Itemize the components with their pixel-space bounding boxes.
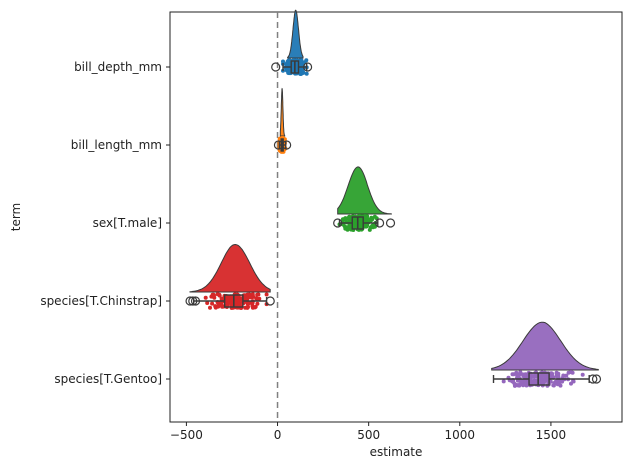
data-point (580, 372, 585, 377)
data-point (523, 372, 528, 377)
y-axis-label: term (9, 203, 23, 232)
x-tick-label: 1000 (445, 428, 476, 442)
data-point (569, 381, 573, 386)
data-point (501, 379, 506, 384)
density-cloud (337, 166, 392, 215)
data-point (521, 383, 526, 388)
outlier-point (271, 62, 281, 72)
data-point (345, 225, 350, 230)
density-cloud (279, 87, 286, 137)
data-point (524, 380, 529, 385)
data-point (512, 383, 517, 388)
term-group (273, 87, 292, 154)
data-point (516, 374, 521, 379)
data-point (372, 214, 377, 219)
data-point (564, 373, 569, 378)
data-point (247, 292, 252, 297)
data-point (511, 372, 516, 377)
data-point (255, 301, 260, 306)
x-tick-label: 500 (357, 428, 380, 442)
iqr-box (528, 372, 550, 386)
data-point (208, 305, 212, 310)
data-point (517, 383, 522, 388)
data-point (215, 292, 220, 297)
x-tick-label: 1500 (536, 428, 567, 442)
term-group (271, 9, 313, 76)
data-point (511, 380, 516, 384)
data-point (367, 227, 372, 232)
data-point (286, 69, 291, 74)
data-point (346, 215, 351, 220)
data-point (244, 294, 249, 298)
plot-frame (169, 11, 623, 423)
data-point (558, 383, 563, 388)
outlier-point (265, 296, 275, 306)
chart-marks (185, 9, 602, 388)
outlier-point (185, 296, 195, 306)
term-group (491, 321, 602, 388)
outlier-point (282, 140, 292, 150)
y-tick-label: species[T.Gentoo] (54, 372, 162, 386)
y-axis-ticks: bill_depth_mm bill_length_mm sex[T.male] sp… (40, 60, 170, 386)
data-point (203, 295, 208, 300)
x-axis-label: estimate (370, 445, 423, 459)
y-tick-label: species[T.Chinstrap] (40, 294, 162, 308)
data-point (304, 58, 309, 63)
data-point (213, 304, 218, 309)
outlier-point (303, 62, 313, 72)
outlier-point (190, 296, 201, 306)
outlier-point (333, 218, 343, 228)
data-point (571, 378, 576, 383)
density-cloud (189, 243, 271, 293)
outlier-point (591, 374, 602, 384)
data-point (210, 301, 215, 306)
data-point (370, 224, 375, 228)
data-point (264, 292, 269, 297)
term-group (185, 243, 275, 310)
outlier-point (188, 296, 198, 306)
data-point (556, 371, 561, 376)
y-tick-label: sex[T.male] (93, 216, 162, 230)
x-tick-label: −500 (170, 428, 203, 442)
data-point (365, 218, 370, 223)
data-point (570, 370, 575, 375)
data-point (256, 292, 261, 297)
term-group (333, 166, 396, 232)
data-point (561, 373, 566, 378)
density-cloud (287, 9, 304, 59)
outlier-point (588, 374, 598, 384)
data-point (370, 217, 375, 222)
data-point (220, 304, 225, 309)
data-point (250, 301, 255, 305)
x-tick-label: 0 (274, 428, 282, 442)
data-point (281, 59, 285, 64)
data-point (254, 296, 259, 301)
x-axis-ticks: −500 0 500 1000 1500 (170, 422, 566, 442)
data-point (287, 58, 292, 63)
data-point (253, 304, 258, 309)
data-point (211, 292, 216, 297)
data-point (304, 71, 309, 76)
data-point (342, 224, 347, 229)
y-tick-label: bill_depth_mm (74, 60, 162, 74)
density-cloud (491, 321, 599, 371)
outlier-point (385, 218, 396, 228)
data-point (551, 383, 556, 388)
data-point (245, 302, 250, 307)
y-tick-label: bill_length_mm (71, 138, 162, 152)
outlier-point (374, 218, 385, 228)
data-point (205, 301, 210, 305)
data-point (216, 303, 221, 308)
data-point (340, 217, 345, 222)
